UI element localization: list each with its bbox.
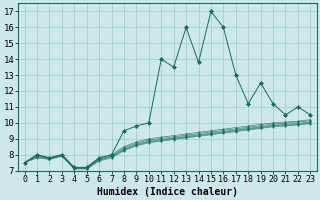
X-axis label: Humidex (Indice chaleur): Humidex (Indice chaleur) xyxy=(97,186,238,197)
